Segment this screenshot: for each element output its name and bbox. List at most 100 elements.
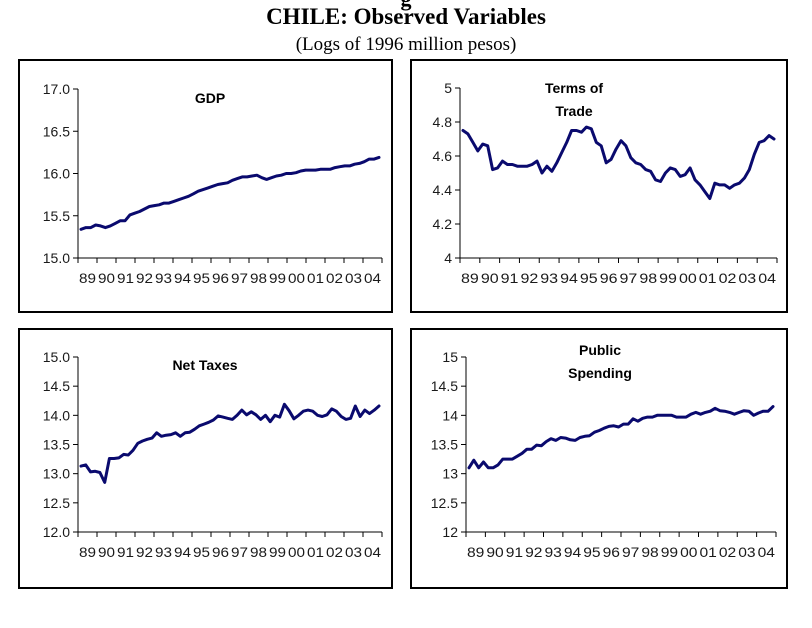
y-tick-label: 14.5 bbox=[431, 378, 458, 394]
x-tick-label: 90 bbox=[486, 544, 504, 560]
x-tick-label: 93 bbox=[155, 270, 172, 286]
net-taxes-series-line bbox=[79, 402, 381, 484]
x-tick-label: 99 bbox=[269, 544, 286, 560]
x-tick-label: 95 bbox=[193, 544, 210, 560]
public-spending-series-line bbox=[467, 405, 775, 470]
public-spending-chart: 12 12.5 13 13.5 14 14.5 15 89 90 91 92 93 94 95 96 97 98… bbox=[431, 342, 777, 560]
x-tick-label: 04 bbox=[364, 270, 381, 286]
x-tick-label: 03 bbox=[345, 544, 362, 560]
x-tick-label: 02 bbox=[719, 544, 737, 560]
x-tick-label: 96 bbox=[603, 544, 621, 560]
public-spending-chart-title: Public bbox=[579, 342, 621, 358]
x-tick-label: 95 bbox=[193, 270, 210, 286]
y-tick-label: 14.0 bbox=[43, 407, 70, 423]
y-tick-label: 13.5 bbox=[431, 437, 458, 453]
terms-of-trade-chart-panel: 4 4.2 4.4 4.6 4.8 5 89 90 91 92 93 94 95 96 97 98 99 00 01… bbox=[410, 59, 788, 313]
y-tick-label: 4.2 bbox=[433, 216, 453, 232]
x-tick-label: 92 bbox=[525, 544, 543, 560]
x-tick-label: 94 bbox=[174, 270, 191, 286]
y-tick-label: 4.8 bbox=[433, 114, 453, 130]
x-tick-label: 94 bbox=[560, 270, 578, 286]
x-tick-label: 01 bbox=[700, 544, 718, 560]
x-tick-label: 98 bbox=[639, 270, 657, 286]
x-tick-label: 00 bbox=[288, 544, 305, 560]
x-tick-label: 90 bbox=[98, 544, 115, 560]
x-tick-label: 02 bbox=[326, 270, 343, 286]
x-tick-label: 99 bbox=[659, 270, 677, 286]
x-tick-label: 89 bbox=[79, 270, 96, 286]
net-taxes-chart-panel: 12.0 12.5 13.0 13.5 14.0 14.5 15.0 89 90 91 92 93 94… bbox=[18, 328, 393, 589]
figure-subtitle: (Logs of 1996 million pesos) bbox=[295, 34, 517, 55]
x-tick-label: 00 bbox=[680, 544, 698, 560]
x-tick-label: 98 bbox=[250, 544, 267, 560]
figure-title: CHILE: Observed Variables bbox=[266, 4, 546, 29]
y-tick-label: 15.0 bbox=[43, 349, 70, 365]
x-tick-label: 89 bbox=[461, 270, 479, 286]
y-tick-label: 15.5 bbox=[43, 208, 70, 224]
y-tick-label: 13.5 bbox=[43, 437, 70, 453]
x-tick-label: 89 bbox=[79, 544, 96, 560]
x-tick-label: 00 bbox=[679, 270, 697, 286]
gdp-chart: 15.0 15.5 16.0 16.5 17.0 89 90 91 92 93 94 95 96 97 98… bbox=[43, 81, 383, 286]
gdp-chart-title: GDP bbox=[195, 90, 225, 106]
x-tick-label: 97 bbox=[620, 270, 638, 286]
gdp-chart-panel: 15.0 15.5 16.0 16.5 17.0 89 90 91 92 93 94 95 96 97 98… bbox=[18, 59, 393, 313]
y-tick-label: 14 bbox=[442, 407, 458, 423]
y-tick-label: 12 bbox=[442, 524, 458, 540]
terms-of-trade-chart: 4 4.2 4.4 4.6 4.8 5 89 90 91 92 93 94 95 96 97 98 99 00 01… bbox=[433, 80, 778, 286]
x-tick-label: 03 bbox=[738, 270, 756, 286]
gdp-series-line bbox=[79, 155, 381, 231]
y-tick-label: 15 bbox=[442, 349, 458, 365]
x-tick-label: 96 bbox=[212, 270, 229, 286]
y-tick-label: 17.0 bbox=[43, 81, 70, 97]
x-tick-label: 01 bbox=[699, 270, 717, 286]
x-tick-label: 94 bbox=[564, 544, 582, 560]
x-tick-label: 91 bbox=[506, 544, 524, 560]
public-spending-chart-title: Spending bbox=[568, 365, 632, 381]
x-tick-label: 95 bbox=[583, 544, 601, 560]
x-tick-label: 02 bbox=[719, 270, 737, 286]
x-tick-label: 93 bbox=[155, 544, 172, 560]
y-tick-label: 4 bbox=[444, 250, 452, 266]
x-tick-label: 96 bbox=[600, 270, 618, 286]
x-tick-label: 93 bbox=[540, 270, 558, 286]
x-tick-label: 90 bbox=[481, 270, 499, 286]
x-tick-label: 00 bbox=[288, 270, 305, 286]
x-tick-label: 89 bbox=[467, 544, 485, 560]
y-tick-label: 15.0 bbox=[43, 250, 70, 266]
x-tick-label: 90 bbox=[98, 270, 115, 286]
x-tick-label: 92 bbox=[136, 544, 153, 560]
x-tick-label: 91 bbox=[117, 544, 134, 560]
x-tick-label: 02 bbox=[326, 544, 343, 560]
cut-off-header-fragment: g bbox=[0, 0, 812, 12]
x-tick-label: 97 bbox=[622, 544, 640, 560]
x-tick-label: 91 bbox=[501, 270, 519, 286]
y-tick-label: 13.0 bbox=[43, 466, 70, 482]
x-tick-label: 04 bbox=[758, 270, 776, 286]
x-tick-label: 03 bbox=[345, 270, 362, 286]
x-tick-label: 99 bbox=[269, 270, 286, 286]
y-tick-label: 5 bbox=[444, 80, 452, 96]
x-tick-label: 01 bbox=[307, 270, 324, 286]
x-tick-label: 95 bbox=[580, 270, 598, 286]
x-tick-label: 94 bbox=[174, 544, 191, 560]
y-tick-label: 16.5 bbox=[43, 123, 70, 139]
terms-of-trade-chart-title: Terms of bbox=[545, 80, 603, 96]
y-tick-label: 14.5 bbox=[43, 378, 70, 394]
y-tick-label: 4.4 bbox=[433, 182, 453, 198]
x-tick-label: 96 bbox=[212, 544, 229, 560]
net-taxes-chart-title: Net Taxes bbox=[172, 357, 237, 373]
x-tick-label: 03 bbox=[738, 544, 756, 560]
x-tick-label: 97 bbox=[231, 544, 248, 560]
public-spending-chart-panel: 12 12.5 13 13.5 14 14.5 15 89 90 91 92 93 94 95 96 97 98… bbox=[410, 328, 788, 589]
x-tick-label: 92 bbox=[136, 270, 153, 286]
terms-of-trade-series-line bbox=[461, 125, 776, 200]
y-tick-label: 13 bbox=[442, 466, 458, 482]
y-tick-label: 12.5 bbox=[431, 495, 458, 511]
net-taxes-chart: 12.0 12.5 13.0 13.5 14.0 14.5 15.0 89 90 91 92 93 94… bbox=[43, 349, 383, 560]
x-tick-label: 01 bbox=[307, 544, 324, 560]
x-tick-label: 04 bbox=[758, 544, 776, 560]
x-tick-label: 97 bbox=[231, 270, 248, 286]
x-tick-label: 04 bbox=[364, 544, 381, 560]
y-tick-label: 16.0 bbox=[43, 166, 70, 182]
